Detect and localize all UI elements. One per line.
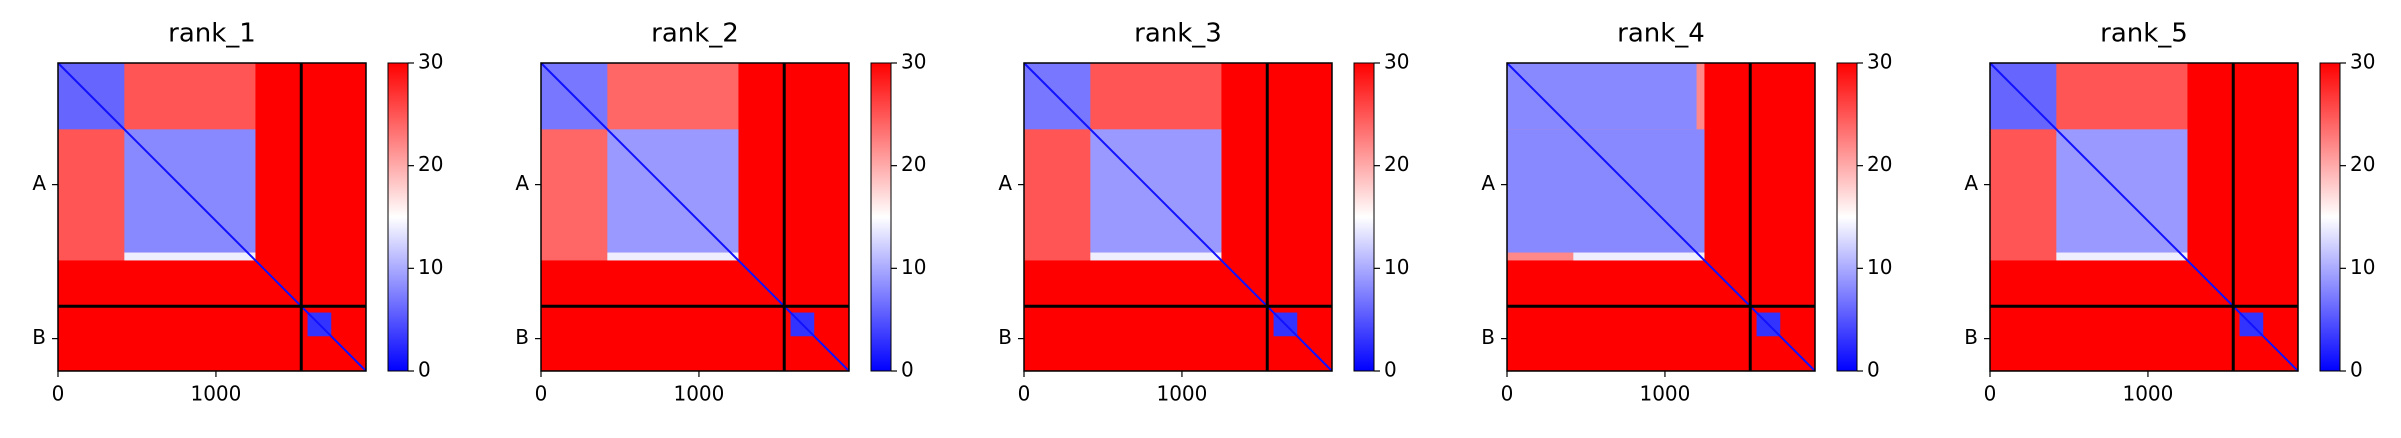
x-tick-label: 0 — [1501, 382, 1514, 406]
plot-frame — [57, 62, 367, 372]
diagonal — [1023, 62, 1333, 372]
colorbar — [1836, 62, 1858, 372]
x-tick-label: 1000 — [2122, 382, 2173, 406]
y-tick-label: B — [32, 325, 46, 349]
colorbar-tick-label: 30 — [1867, 50, 1892, 74]
plot-frame — [1023, 62, 1333, 372]
y-tick-label: A — [1964, 171, 1978, 195]
x-tick-label: 1000 — [1639, 382, 1690, 406]
diagonal — [57, 62, 367, 372]
x-tick-label: 0 — [1018, 382, 1031, 406]
colorbar-tick-label: 10 — [418, 255, 443, 279]
colorbar-tick-label: 0 — [2350, 358, 2363, 382]
colorbar-tick-label: 30 — [2350, 50, 2375, 74]
heat-region — [2056, 252, 2188, 261]
colorbar — [870, 62, 892, 372]
plot-frame — [540, 62, 850, 372]
y-tick-label: A — [515, 171, 529, 195]
colorbar-tick-label: 10 — [1867, 255, 1892, 279]
colorbar-tick-label: 20 — [2350, 152, 2375, 176]
x-tick-label: 0 — [535, 382, 548, 406]
colorbar-tick-label: 20 — [418, 152, 443, 176]
x-tick-label: 0 — [52, 382, 65, 406]
colorbar-tick-label: 10 — [901, 255, 926, 279]
y-tick-label: B — [1481, 325, 1495, 349]
x-tick-label: 1000 — [673, 382, 724, 406]
colorbar-tick-label: 30 — [901, 50, 926, 74]
x-tick-label: 1000 — [190, 382, 241, 406]
panel-title: rank_1 — [168, 19, 256, 49]
diagonal — [1989, 62, 2299, 372]
heat-region — [1507, 129, 1705, 253]
colorbar-tick-label: 0 — [901, 358, 914, 382]
colorbar-tick-label: 20 — [1867, 152, 1892, 176]
y-tick-label: B — [515, 325, 529, 349]
x-tick-label: 0 — [1984, 382, 1997, 406]
diagonal — [540, 62, 850, 372]
colorbar-tick-label: 0 — [1384, 358, 1397, 382]
y-tick-label: A — [998, 171, 1012, 195]
panel-title: rank_4 — [1617, 19, 1705, 49]
plot-frame — [1506, 62, 1816, 372]
colorbar-tick-label: 30 — [1384, 50, 1409, 74]
colorbar-tick-label: 30 — [418, 50, 443, 74]
plot-frame — [1989, 62, 2299, 372]
panel-title: rank_3 — [1134, 19, 1222, 49]
colorbar-tick-label: 0 — [1867, 358, 1880, 382]
y-tick-label: B — [998, 325, 1012, 349]
colorbar-tick-label: 10 — [2350, 255, 2375, 279]
colorbar — [387, 62, 409, 372]
heat-region — [1573, 252, 1705, 261]
heat-region — [1090, 252, 1222, 261]
colorbar-tick-label: 20 — [901, 152, 926, 176]
colorbar-tick-label: 0 — [418, 358, 431, 382]
y-tick-label: A — [1481, 171, 1495, 195]
colorbar — [2319, 62, 2341, 372]
y-tick-label: A — [32, 171, 46, 195]
heat-region — [1507, 63, 1697, 130]
panel-title: rank_2 — [651, 19, 739, 49]
heat-region — [607, 252, 739, 261]
colorbar — [1353, 62, 1375, 372]
x-tick-label: 1000 — [1156, 382, 1207, 406]
panel-title: rank_5 — [2100, 19, 2188, 49]
diagonal — [1506, 62, 1816, 372]
heat-region — [124, 252, 256, 261]
colorbar-tick-label: 20 — [1384, 152, 1409, 176]
colorbar-tick-label: 10 — [1384, 255, 1409, 279]
y-tick-label: B — [1964, 325, 1978, 349]
